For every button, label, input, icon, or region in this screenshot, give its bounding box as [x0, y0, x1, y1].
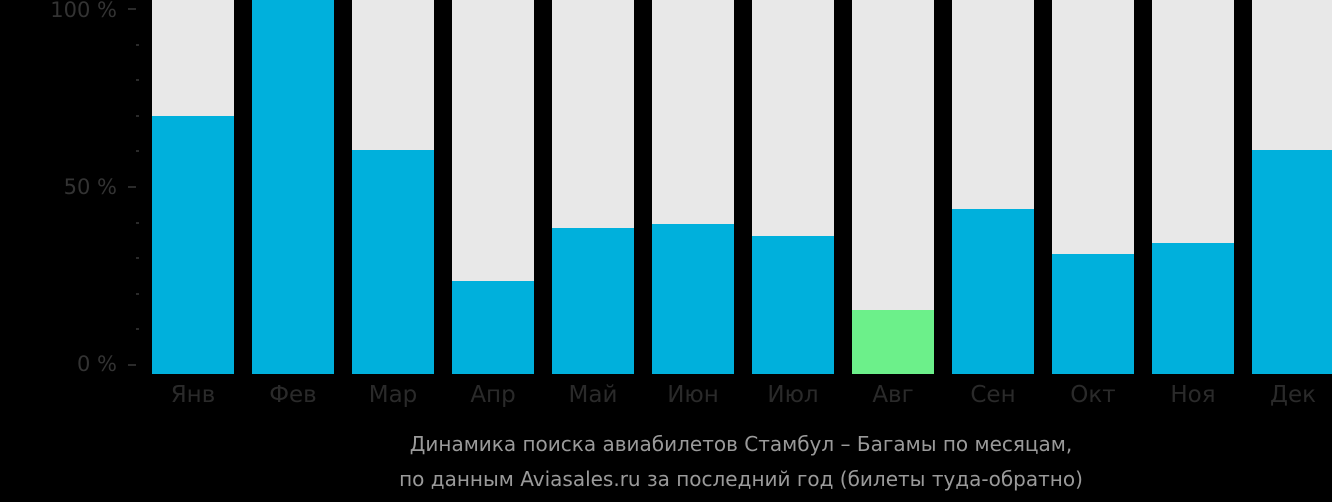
bar-4 [452, 0, 534, 374]
bar-fill [652, 224, 734, 374]
major-tick [128, 186, 136, 188]
bar-6 [652, 0, 734, 374]
x-label: Авг [872, 382, 914, 408]
bar-fill [452, 280, 534, 374]
minor-tick [136, 114, 139, 117]
x-label: Сен [970, 382, 1016, 408]
bar-fill [1252, 149, 1332, 374]
chart-subtitle: по данным Aviasales.ru за последний год … [399, 467, 1083, 491]
x-label: Фев [269, 382, 317, 408]
bar-10 [1052, 0, 1134, 374]
x-label: Янв [170, 382, 216, 408]
y-label-100: 100 % [50, 0, 117, 22]
minor-tick [136, 150, 139, 153]
bar-fill [552, 228, 634, 374]
bar-5 [552, 0, 634, 374]
y-label-50: 50 % [63, 175, 117, 199]
x-label: Май [568, 382, 618, 408]
bar-fill [252, 0, 334, 374]
minor-tick [136, 257, 139, 260]
bar-8 [852, 0, 934, 374]
bar-3 [352, 0, 434, 374]
minor-tick [136, 79, 139, 82]
x-label: Апр [470, 382, 516, 408]
bar-fill [1052, 254, 1134, 374]
bar-fill [752, 235, 834, 374]
bar-fill [352, 149, 434, 374]
minor-tick [136, 221, 139, 224]
major-tick [128, 364, 136, 366]
x-label: Ноя [1170, 382, 1216, 408]
x-label: Дек [1269, 382, 1316, 408]
bar-11 [1152, 0, 1234, 374]
bar-12 [1252, 0, 1332, 374]
y-label-0: 0 % [77, 352, 117, 376]
bar-7 [752, 0, 834, 374]
bar-fill [852, 310, 934, 374]
bar-9 [952, 0, 1034, 374]
bar-1 [152, 0, 234, 374]
bar-fill [1152, 243, 1234, 374]
minor-tick [136, 292, 139, 295]
bar-2 [252, 0, 334, 374]
x-label: Мар [368, 382, 418, 408]
x-label: Окт [1070, 382, 1116, 408]
minor-tick [136, 43, 139, 46]
chart-title: Динамика поиска авиабилетов Стамбул – Ба… [409, 432, 1073, 456]
minor-tick [136, 328, 139, 331]
x-label: Июл [767, 382, 819, 408]
major-tick [128, 8, 136, 10]
x-label: Июн [667, 382, 719, 408]
bar-fill [152, 115, 234, 374]
bar-fill [952, 209, 1034, 374]
